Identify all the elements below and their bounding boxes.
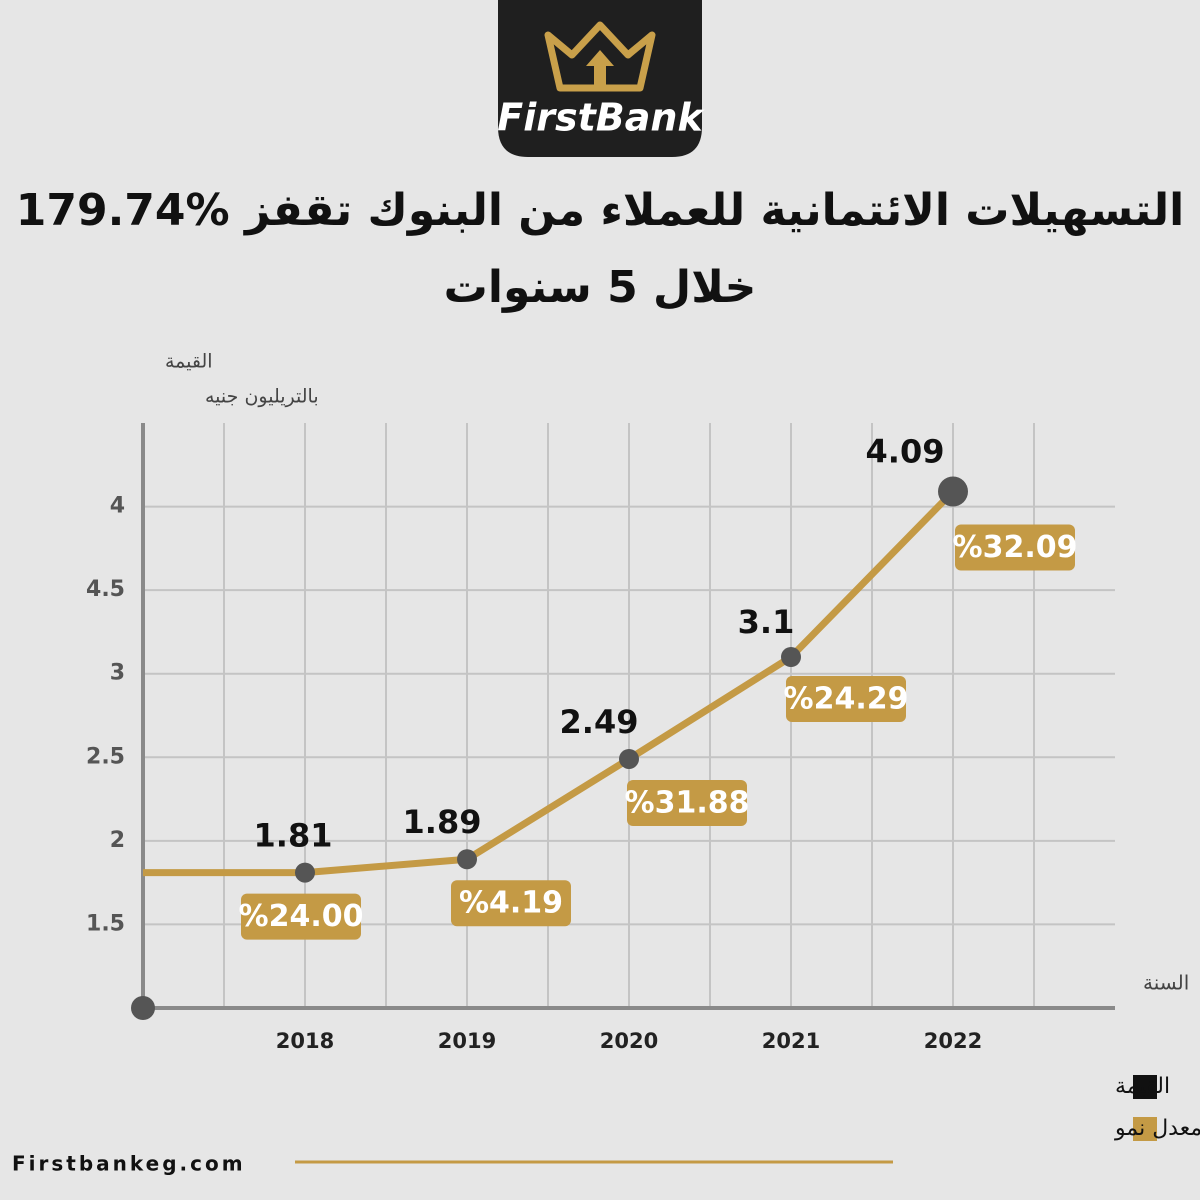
y-tick-label: 3 [110, 661, 125, 686]
y-tick-label: 4 [110, 494, 125, 519]
x-tick-label: 2021 [762, 1029, 820, 1053]
value-label: 1.81 [254, 817, 333, 855]
y-axis-label: بالتريليون جنيه [205, 386, 319, 408]
legend-label: معدل نمو [1114, 1116, 1200, 1141]
growth-label: %32.09 [953, 530, 1078, 565]
marker [938, 476, 968, 507]
logo-crown [544, 21, 656, 92]
logo-text: FirstBank [497, 96, 705, 140]
x-tick-label: 2019 [438, 1029, 496, 1053]
footer-url: Firstbankeg.com [12, 1152, 246, 1176]
y-tick-label: 1.5 [86, 911, 125, 936]
growth-badge [627, 779, 747, 826]
x-tick-label: 2018 [276, 1029, 334, 1053]
y-axis-label: القيمة [165, 351, 213, 373]
legend-swatch [1133, 1117, 1157, 1141]
x-axis-label: السنة [1143, 971, 1189, 995]
value-label: 1.89 [403, 803, 482, 841]
axis-origin [131, 996, 155, 1020]
growth-badge [955, 524, 1075, 571]
growth-label: %24.00 [239, 899, 364, 934]
growth-badge [241, 893, 361, 940]
legend-swatch [1133, 1075, 1157, 1099]
marker [457, 849, 477, 870]
chart-title: التسهيلات الائتمانية للعملاء من البنوك ت… [16, 185, 1185, 236]
logo-arrow [586, 50, 614, 86]
growth-label: %31.88 [625, 785, 750, 820]
marker [295, 862, 315, 883]
marker [619, 748, 639, 769]
marker [781, 647, 801, 667]
chart-subtitle: خلال 5 سنوات [444, 262, 757, 313]
y-tick-label: 4.5 [86, 577, 125, 602]
y-tick-label: 2 [110, 828, 125, 853]
growth-badge [786, 676, 906, 722]
growth-badge [451, 880, 571, 927]
value-label: 2.49 [560, 703, 639, 741]
value-label: 3.1 [738, 603, 795, 641]
growth-label: %4.19 [459, 886, 563, 921]
plot: 1.5 2 2.5 3 4.5 4 2018 2019 2020 2021 2022 1.81 %24.… [86, 423, 1200, 1141]
value-label: 4.09 [866, 433, 945, 471]
legend-label: القيمة [1115, 1074, 1170, 1099]
y-tick-label: 2.5 [86, 744, 125, 769]
growth-label: %24.29 [784, 682, 909, 717]
x-tick-label: 2020 [600, 1029, 658, 1053]
x-tick-label: 2022 [924, 1029, 982, 1053]
